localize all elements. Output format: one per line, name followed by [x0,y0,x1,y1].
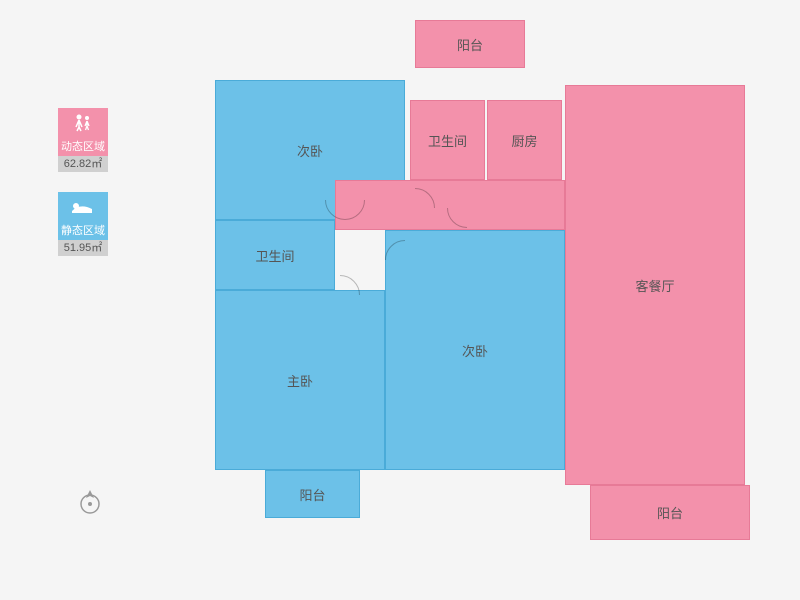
room-living-dining: 客餐厅 [565,85,745,485]
room-label: 阳台 [299,485,325,504]
legend-static-label: 静态区域 [58,222,108,240]
room-bathroom-1: 卫生间 [410,100,485,180]
room-hallway [335,180,565,230]
room-label: 厨房 [511,131,537,150]
legend-dynamic-value: 62.82㎡ [58,156,108,172]
room-label: 次卧 [462,341,488,360]
people-icon [58,108,108,138]
room-balcony-sw: 阳台 [265,470,360,518]
room-label: 卫生间 [428,131,467,150]
legend-dynamic-label: 动态区域 [58,138,108,156]
room-label: 卫生间 [255,246,294,265]
room-kitchen: 厨房 [487,100,562,180]
room-balcony-se: 阳台 [590,485,750,540]
sleep-icon [58,192,108,222]
room-bathroom-2: 卫生间 [215,220,335,290]
legend: 动态区域 62.82㎡ 静态区域 51.95㎡ [58,108,108,276]
room-label: 次卧 [297,141,323,160]
room-label: 阳台 [457,35,483,54]
room-master-bedroom: 主卧 [215,290,385,470]
room-label: 主卧 [287,371,313,390]
room-label: 客餐厅 [635,276,674,295]
legend-item-static: 静态区域 51.95㎡ [58,192,108,256]
legend-item-dynamic: 动态区域 62.82㎡ [58,108,108,172]
floor-plan: 阳台次卧卫生间厨房客餐厅卫生间主卧次卧阳台阳台 [195,20,755,580]
legend-static-value: 51.95㎡ [58,240,108,256]
room-bedroom-2b: 次卧 [385,230,565,470]
compass-icon [76,488,104,521]
room-balcony-top: 阳台 [415,20,525,68]
room-label: 阳台 [657,503,683,522]
